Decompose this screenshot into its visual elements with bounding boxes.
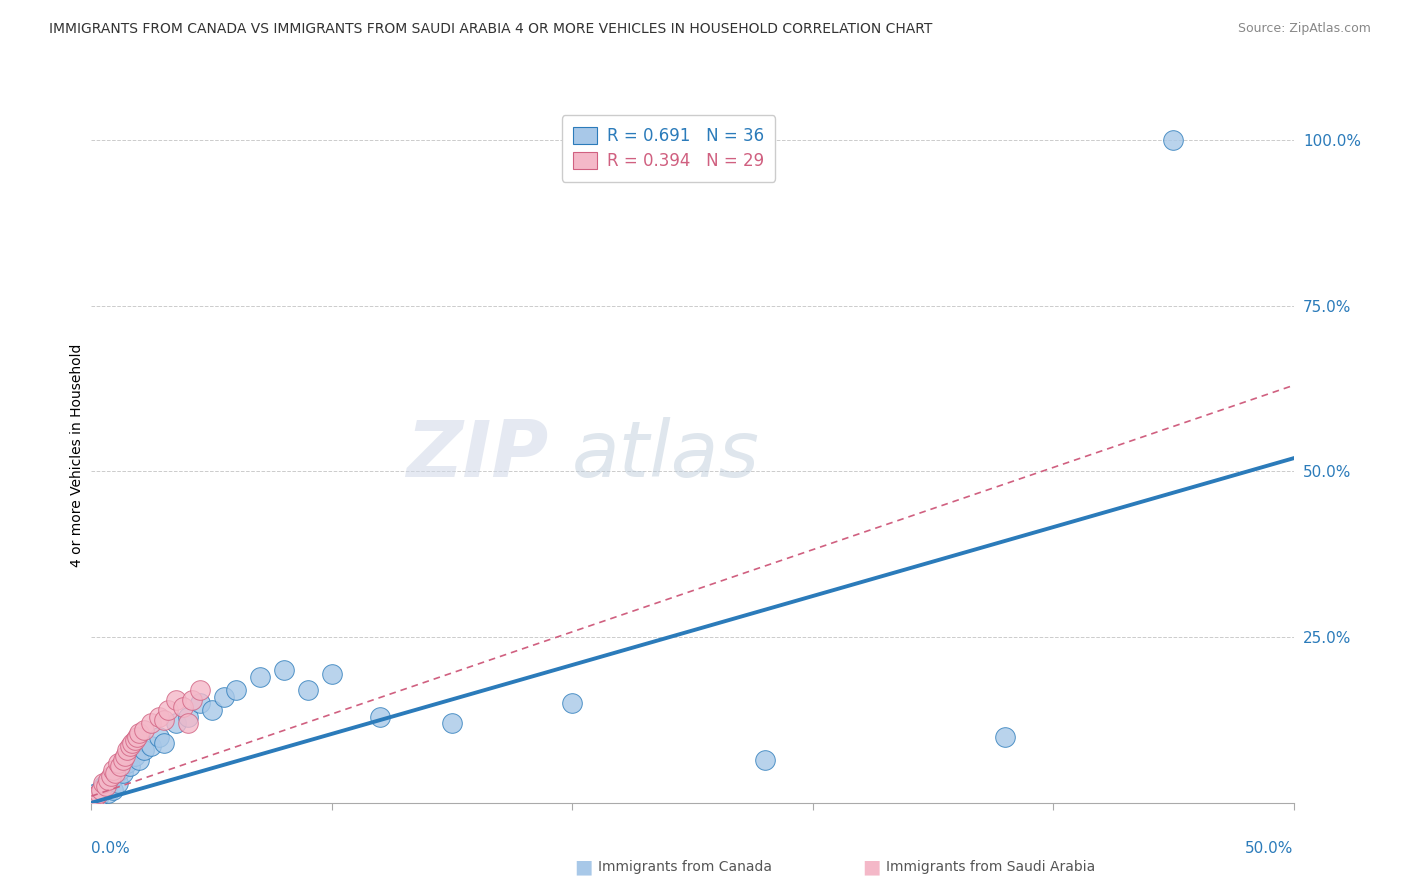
Point [368, 709, 391, 723]
Point [118, 759, 141, 773]
Point [176, 709, 198, 723]
Point [297, 683, 319, 698]
Legend: R = 0.691   N = 36, R = 0.394   N = 29: R = 0.691 N = 36, R = 0.394 N = 29 [561, 115, 775, 182]
Point [273, 663, 295, 677]
Text: 0.0%: 0.0% [91, 841, 131, 856]
Point [121, 736, 143, 750]
Point [321, 666, 343, 681]
Point [111, 766, 134, 780]
Point [87, 786, 110, 800]
Text: IMMIGRANTS FROM CANADA VS IMMIGRANTS FROM SAUDI ARABIA 4 OR MORE VEHICLES IN HOU: IMMIGRANTS FROM CANADA VS IMMIGRANTS FRO… [49, 22, 932, 37]
Point [125, 730, 148, 744]
Point [176, 716, 198, 731]
Text: ■: ■ [574, 857, 593, 877]
Point [118, 739, 141, 754]
Point [172, 699, 194, 714]
Point [225, 683, 247, 698]
Point [1161, 133, 1184, 147]
Y-axis label: 4 or more Vehicles in Household: 4 or more Vehicles in Household [70, 343, 84, 566]
Point [110, 759, 132, 773]
Text: ■: ■ [862, 857, 882, 877]
Text: Source: ZipAtlas.com: Source: ZipAtlas.com [1237, 22, 1371, 36]
Text: ZIP: ZIP [406, 417, 548, 493]
Point [201, 703, 224, 717]
Point [157, 703, 180, 717]
Point [148, 709, 170, 723]
Point [111, 753, 134, 767]
Point [754, 753, 776, 767]
Text: 50.0%: 50.0% [1246, 841, 1294, 856]
Point [104, 769, 127, 783]
Point [101, 763, 124, 777]
Point [124, 732, 146, 747]
Point [152, 736, 174, 750]
Point [93, 779, 115, 793]
Text: Immigrants from Saudi Arabia: Immigrants from Saudi Arabia [886, 860, 1095, 874]
Point [148, 730, 170, 744]
Point [117, 756, 139, 770]
Point [134, 743, 156, 757]
Point [249, 670, 271, 684]
Point [90, 782, 112, 797]
Point [104, 766, 127, 780]
Point [100, 769, 122, 783]
Point [212, 690, 235, 704]
Point [994, 730, 1017, 744]
Point [101, 782, 124, 797]
Point [165, 693, 187, 707]
Point [84, 789, 107, 804]
Point [94, 779, 117, 793]
Point [124, 749, 146, 764]
Point [165, 716, 187, 731]
Point [84, 786, 107, 800]
Text: Immigrants from Canada: Immigrants from Canada [598, 860, 772, 874]
Point [188, 697, 211, 711]
Point [440, 716, 463, 731]
Point [90, 782, 112, 797]
Point [87, 789, 110, 804]
Point [93, 776, 115, 790]
Point [107, 776, 129, 790]
Point [128, 726, 150, 740]
Point [181, 693, 204, 707]
Point [94, 776, 117, 790]
Point [97, 786, 120, 800]
Point [134, 723, 156, 737]
Point [107, 756, 129, 770]
Point [141, 716, 163, 731]
Point [110, 763, 132, 777]
Point [188, 683, 211, 698]
Text: atlas: atlas [572, 417, 761, 493]
Point [117, 743, 139, 757]
Point [152, 713, 174, 727]
Point [141, 739, 163, 754]
Point [128, 753, 150, 767]
Point [561, 697, 583, 711]
Point [97, 772, 120, 787]
Point [114, 749, 136, 764]
Point [100, 772, 122, 787]
